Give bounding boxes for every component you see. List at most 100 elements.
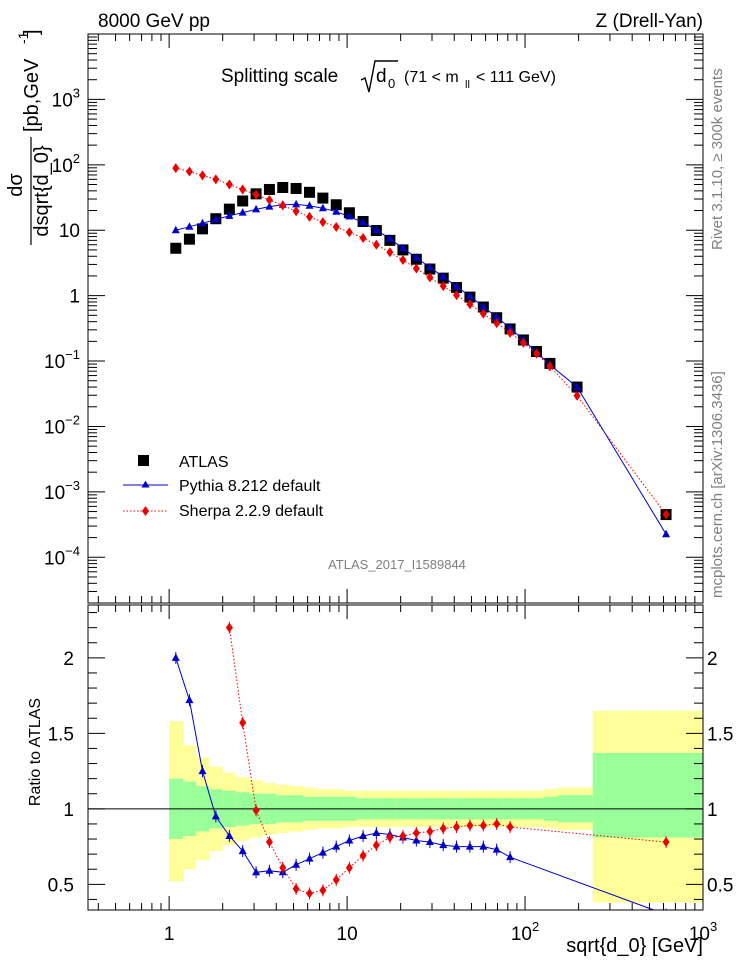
main-y-tick-label: 10 (59, 221, 80, 242)
main-point-atlas (237, 195, 249, 207)
main-y-tick-label: 10−2 (44, 412, 80, 438)
main-point-sherpa (306, 211, 314, 222)
main-point-atlas (197, 223, 209, 235)
main-point-pythia (573, 382, 582, 391)
ratio-point-pythia (225, 831, 234, 840)
ratio-y-tick-label-right: 1 (707, 800, 718, 821)
main-point-pythia (171, 225, 180, 234)
main-point-pythia (385, 234, 394, 242)
ratio-point-sherpa (662, 837, 670, 848)
main-point-sherpa (292, 206, 300, 217)
ratio-point-pythia (332, 842, 341, 850)
ylabel-unit-close: ] (21, 29, 43, 35)
main-point-sherpa (573, 390, 581, 401)
rivet-label: Rivet 3.1.10, ≥ 300k events (709, 68, 726, 250)
main-point-atlas (277, 182, 289, 194)
ratio-point-pythia (318, 848, 327, 856)
ratio-point-pythia (252, 867, 261, 876)
ratio-point-sherpa (319, 885, 327, 896)
ratio-bands (169, 710, 703, 903)
main-point-pythia (492, 312, 501, 321)
ratio-point-sherpa (506, 821, 514, 832)
ratio-point-sherpa (439, 823, 447, 834)
ratio-point-sherpa (453, 821, 461, 832)
main-point-pythia (506, 323, 515, 332)
ratio-point-sherpa (345, 862, 353, 873)
ratio-point-sherpa (466, 820, 474, 831)
main-point-atlas (223, 203, 235, 215)
main-point-atlas (183, 233, 195, 245)
main-point-pythia (198, 218, 207, 227)
sqrt-sign (360, 60, 398, 93)
main-point-sherpa (239, 184, 247, 195)
main-point-sherpa (386, 247, 394, 258)
title-range-sub: ll (465, 79, 470, 91)
x-tick-base: 10 (511, 924, 532, 945)
legend-marker-sherpa (142, 506, 149, 516)
ratio-point-pythia (265, 866, 274, 874)
ratio-point-sherpa (265, 837, 273, 848)
main-point-sherpa (265, 194, 273, 205)
ratio-series (171, 621, 670, 910)
main-point-pythia (252, 204, 261, 213)
ratio-point-pythia (439, 840, 448, 849)
ratio-point-sherpa (252, 805, 260, 816)
main-y-tick-label: 102 (52, 151, 80, 177)
ratio-y-tick-label-left: 2 (63, 649, 74, 670)
main-point-pythia (398, 243, 407, 252)
ylabel-denominator: dsqrt{d_0} (31, 145, 53, 237)
main-y-tick-exp: −3 (65, 478, 80, 493)
ratio-point-sherpa (399, 831, 407, 842)
main-point-sherpa (212, 174, 220, 185)
ratio-y-tick-label-right: 1.5 (707, 724, 733, 745)
main-y-tick-label: 10−1 (44, 347, 80, 373)
chart-title: Splitting scale d 0 (71 < m ll < 111 GeV… (221, 60, 556, 93)
main-point-pythia (211, 214, 220, 223)
header-right: Z (Drell-Yan) (596, 11, 703, 32)
ratio-y-tick-label-left: 0.5 (48, 875, 74, 896)
main-y-tick-base: 10 (44, 352, 65, 373)
main-y-tick-base: 10 (52, 156, 73, 177)
main-point-pythia (479, 302, 488, 310)
ylabel-unit: [pb,GeV (21, 58, 43, 132)
ratio-point-sherpa (372, 840, 380, 851)
main-point-sherpa (359, 233, 367, 244)
ratio-point-pythia (185, 695, 194, 704)
ratio-point-pythia (492, 845, 501, 853)
main-point-pythia (305, 201, 314, 209)
ratio-y-tick-label-left: 1 (63, 800, 74, 821)
main-y-tick-base: 10 (44, 483, 65, 504)
main-point-sherpa (439, 281, 447, 292)
main-point-sherpa (506, 327, 514, 338)
main-point-pythia (345, 212, 354, 220)
main-point-atlas (330, 199, 342, 211)
main-point-pythia (318, 203, 327, 212)
ratio-point-pythia (345, 836, 354, 844)
ratio-point-sherpa (426, 826, 434, 837)
legend-label-pythia: Pythia 8.212 default (179, 478, 321, 495)
ylabel-numerator: dσ (5, 173, 27, 197)
main-y-tick-base: 10 (52, 90, 73, 111)
main-point-sherpa (426, 272, 434, 283)
main-point-pythia (265, 202, 274, 210)
ratio-point-pythia (359, 831, 368, 840)
main-point-sherpa (319, 217, 327, 228)
ratio-point-pythia (211, 811, 220, 820)
main-point-sherpa (345, 227, 353, 238)
legend-marker-atlas (138, 455, 149, 466)
x-tick-exp: 2 (532, 919, 539, 934)
ratio-point-pythia (479, 842, 488, 850)
main-point-sherpa (185, 166, 193, 177)
x-tick-label: 10 (337, 924, 358, 945)
ratio-point-pythia (425, 837, 434, 846)
ratio-point-pythia (465, 842, 474, 850)
x-tick-base: 10 (337, 924, 358, 945)
main-point-atlas (290, 182, 302, 194)
ratio-line-sherpa (228, 627, 667, 894)
main-point-pythia (238, 208, 247, 216)
ratio-point-sherpa (225, 622, 233, 633)
main-point-pythia (412, 253, 421, 261)
x-tick-base: 1 (164, 924, 175, 945)
main-point-sherpa (372, 239, 380, 250)
